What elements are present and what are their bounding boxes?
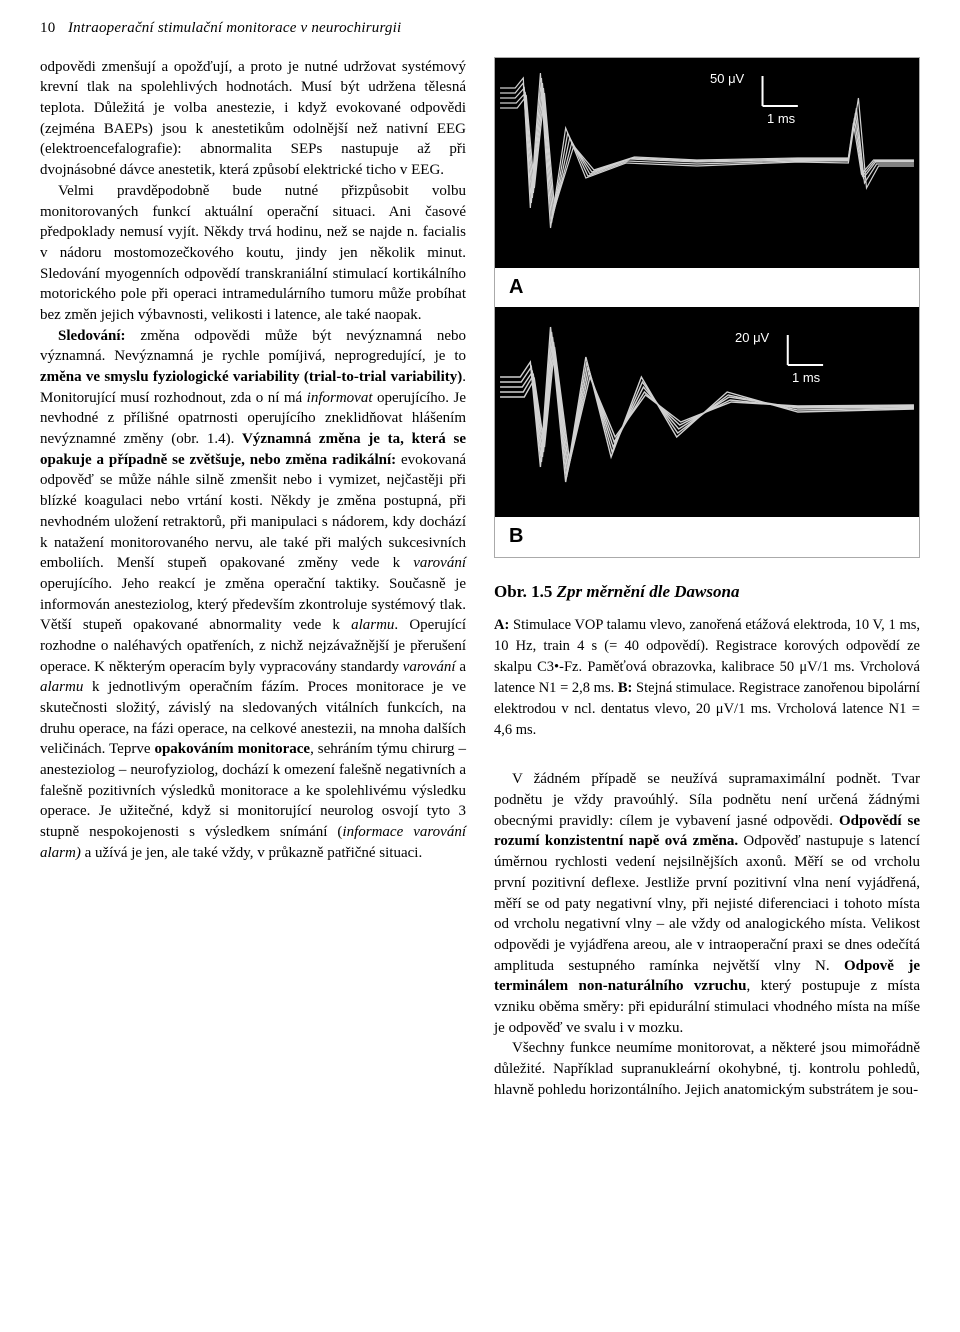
cap-b-label: B: — [618, 680, 633, 696]
p3-g: a — [456, 659, 466, 675]
left-column: odpovědi zmenšují a opožďují, a proto je… — [40, 57, 466, 1101]
page-header: 10 Intraoperační stimulační monitorace v… — [40, 18, 920, 39]
header-title: Intraoperační stimulační monitorace v ne… — [68, 20, 401, 36]
left-para-2: Velmi pravděpodobně bude nutné přizpůsob… — [40, 181, 466, 326]
p3-it-f: informace — [342, 824, 413, 840]
right-para-2: Všechny funkce neumíme monitorovat, a ně… — [494, 1038, 920, 1100]
p3-it-g: varování — [413, 824, 466, 840]
right-para-1: V žádném případě se neužívá supramaximál… — [494, 769, 920, 1038]
figure-caption-title: Obr. 1.5 Zpr měrnění dle Dawsona — [494, 580, 920, 603]
page-number: 10 — [40, 18, 64, 39]
p3-it-d: varování — [403, 659, 456, 675]
panel-a-label: A — [495, 268, 919, 308]
p3-d: evokovaná odpověď se může náhle silně zm… — [40, 452, 466, 571]
panel-a-scale-x: 1 ms — [767, 110, 795, 128]
panel-b-scale-x: 1 ms — [792, 369, 820, 387]
p3-bold-a: změna ve smyslu fyziologické variability… — [40, 369, 462, 385]
p3-it-h: alarm) — [40, 845, 81, 861]
p3-it-e: alarmu — [40, 679, 83, 695]
left-para-3: Sledování: změna odpovědi může být nevýz… — [40, 326, 466, 864]
fig-title-b: Zpr měrnění dle Dawsona — [557, 582, 740, 601]
rp1-b: Odpověď nastupuje s latencí úměrnou rych… — [494, 833, 920, 973]
waveform-a-icon — [495, 58, 919, 268]
cap-a-label: A: — [494, 617, 509, 633]
figure-1-5: 50 μV 1 ms A — [494, 57, 920, 558]
p3-it-a: informovat — [307, 390, 373, 406]
figure-panel-a-image: 50 μV 1 ms — [495, 58, 919, 268]
p3-l: a užívá je jen, ale také vždy, v průkazn… — [81, 845, 422, 861]
right-column: 50 μV 1 ms A — [494, 57, 920, 1101]
p3-bold-c: opakováním monitorace — [154, 741, 310, 757]
p3-it-c: alarmu — [351, 617, 394, 633]
p3-it-b: varování — [413, 555, 466, 571]
figure-panel-b-image: 20 μV 1 ms — [495, 307, 919, 517]
panel-b-scale-y: 20 μV — [735, 329, 769, 347]
figure-caption-body: A: Stimulace VOP talamu vlevo, zanořená … — [494, 615, 920, 741]
left-para-1: odpovědi zmenšují a opožďují, a proto je… — [40, 57, 466, 181]
waveform-b-icon — [495, 307, 919, 517]
p3-lead: Sledování: — [58, 328, 126, 344]
two-column-layout: odpovědi zmenšují a opožďují, a proto je… — [40, 57, 920, 1101]
panel-b-label: B — [495, 517, 919, 557]
panel-a-scale-y: 50 μV — [710, 70, 744, 88]
fig-title-a: Obr. 1.5 — [494, 582, 557, 601]
